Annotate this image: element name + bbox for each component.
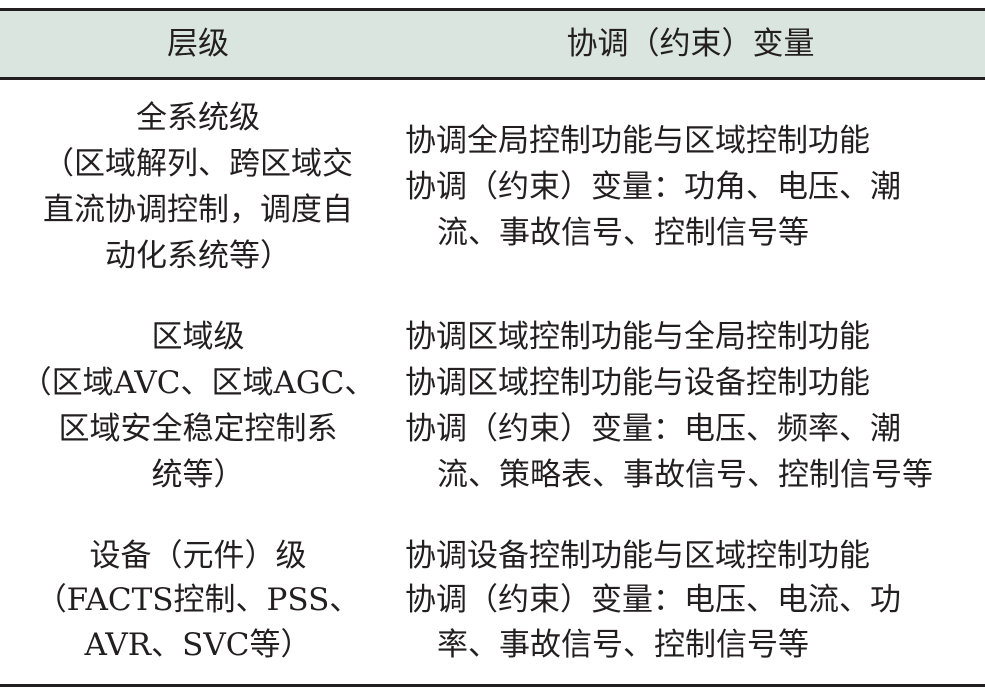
header-variables: 协调（约束）变量 [566,26,815,62]
level-line: 全系统级 [136,100,260,136]
level-line: （区域解列、跨区域交 [43,146,353,182]
variable-line: 协调（约束）变量：功角、电压、潮 [405,169,901,205]
level-line: （区域AVC、区域AGC、 [20,365,376,401]
level-line: 动化系统等） [105,238,291,274]
variable-line: 协调（约束）变量：电压、频率、潮 [405,411,901,447]
table-header: 层级 协调（约束）变量 [0,11,985,77]
header-rule [0,77,985,80]
top-rule [0,8,985,11]
level-line: 统等） [151,457,245,493]
variable-line: 协调（约束）变量：电压、电流、功 [405,582,901,618]
bottom-rule [0,684,985,687]
level-line: AVR、SVC等） [84,627,312,663]
variable-line: 协调区域控制功能与全局控制功能 [405,319,870,355]
variable-line: 流、事故信号、控制信号等 [437,215,809,251]
level-line: 直流协调控制，调度自 [43,192,353,228]
variable-line: 协调设备控制功能与区域控制功能 [405,538,870,574]
level-line: 区域级 [151,319,245,355]
level-line: 区域安全稳定控制系 [58,411,338,447]
header-level: 层级 [167,26,229,62]
variable-line: 协调区域控制功能与设备控制功能 [405,365,870,401]
level-line: 设备（元件）级 [89,538,307,574]
level-line: （FACTS控制、PSS、 [35,582,361,618]
variable-line: 流、策略表、事故信号、控制信号等 [437,457,933,493]
variable-line: 率、事故信号、控制信号等 [437,627,809,663]
variable-line: 协调全局控制功能与区域控制功能 [405,123,870,159]
